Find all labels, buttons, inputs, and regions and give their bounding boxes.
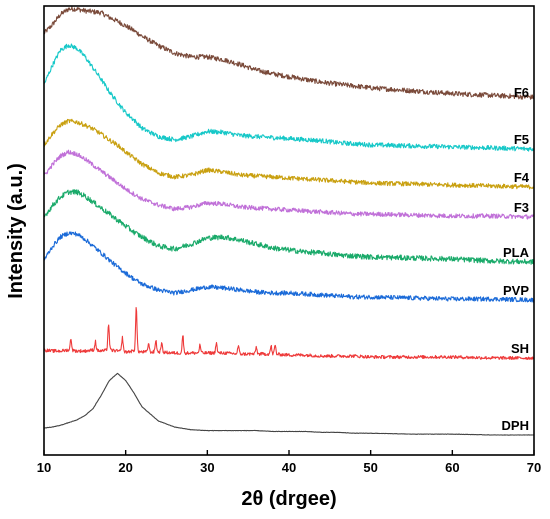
series-label-f3: F3 xyxy=(514,200,529,215)
trace-f3 xyxy=(43,149,535,220)
trace-pvp xyxy=(43,231,535,303)
series-label-f5: F5 xyxy=(514,132,529,147)
x-tick-label-30: 30 xyxy=(200,460,214,475)
y-axis-title: Intensity (a.u.) xyxy=(5,163,27,299)
series-label-dph: DPH xyxy=(502,418,529,433)
trace-sh xyxy=(43,307,535,361)
trace-layer xyxy=(43,6,535,436)
x-tick-label-70: 70 xyxy=(527,460,541,475)
series-label-f6: F6 xyxy=(514,85,529,100)
plot-frame xyxy=(43,5,535,456)
x-axis-title: 2θ (drgee) xyxy=(241,488,336,510)
x-tick-label-40: 40 xyxy=(282,460,296,475)
series-label-sh: SH xyxy=(511,341,529,356)
trace-dph xyxy=(43,372,535,436)
trace-f6 xyxy=(43,6,535,100)
series-label-pvp: PVP xyxy=(503,283,529,298)
x-tick-label-10: 10 xyxy=(37,460,51,475)
series-label-layer: F6 F5 F4 F3 PLA PVP SH DPH xyxy=(502,85,530,433)
series-label-f4: F4 xyxy=(514,170,530,185)
series-label-pla: PLA xyxy=(503,245,530,260)
trace-f4 xyxy=(43,118,535,190)
x-tick-label-50: 50 xyxy=(363,460,377,475)
x-axis-ticks: 10 20 30 40 50 60 70 xyxy=(37,450,541,475)
x-tick-label-60: 60 xyxy=(445,460,459,475)
x-tick-label-20: 20 xyxy=(118,460,132,475)
trace-f5 xyxy=(43,43,535,152)
trace-pla xyxy=(43,189,535,265)
